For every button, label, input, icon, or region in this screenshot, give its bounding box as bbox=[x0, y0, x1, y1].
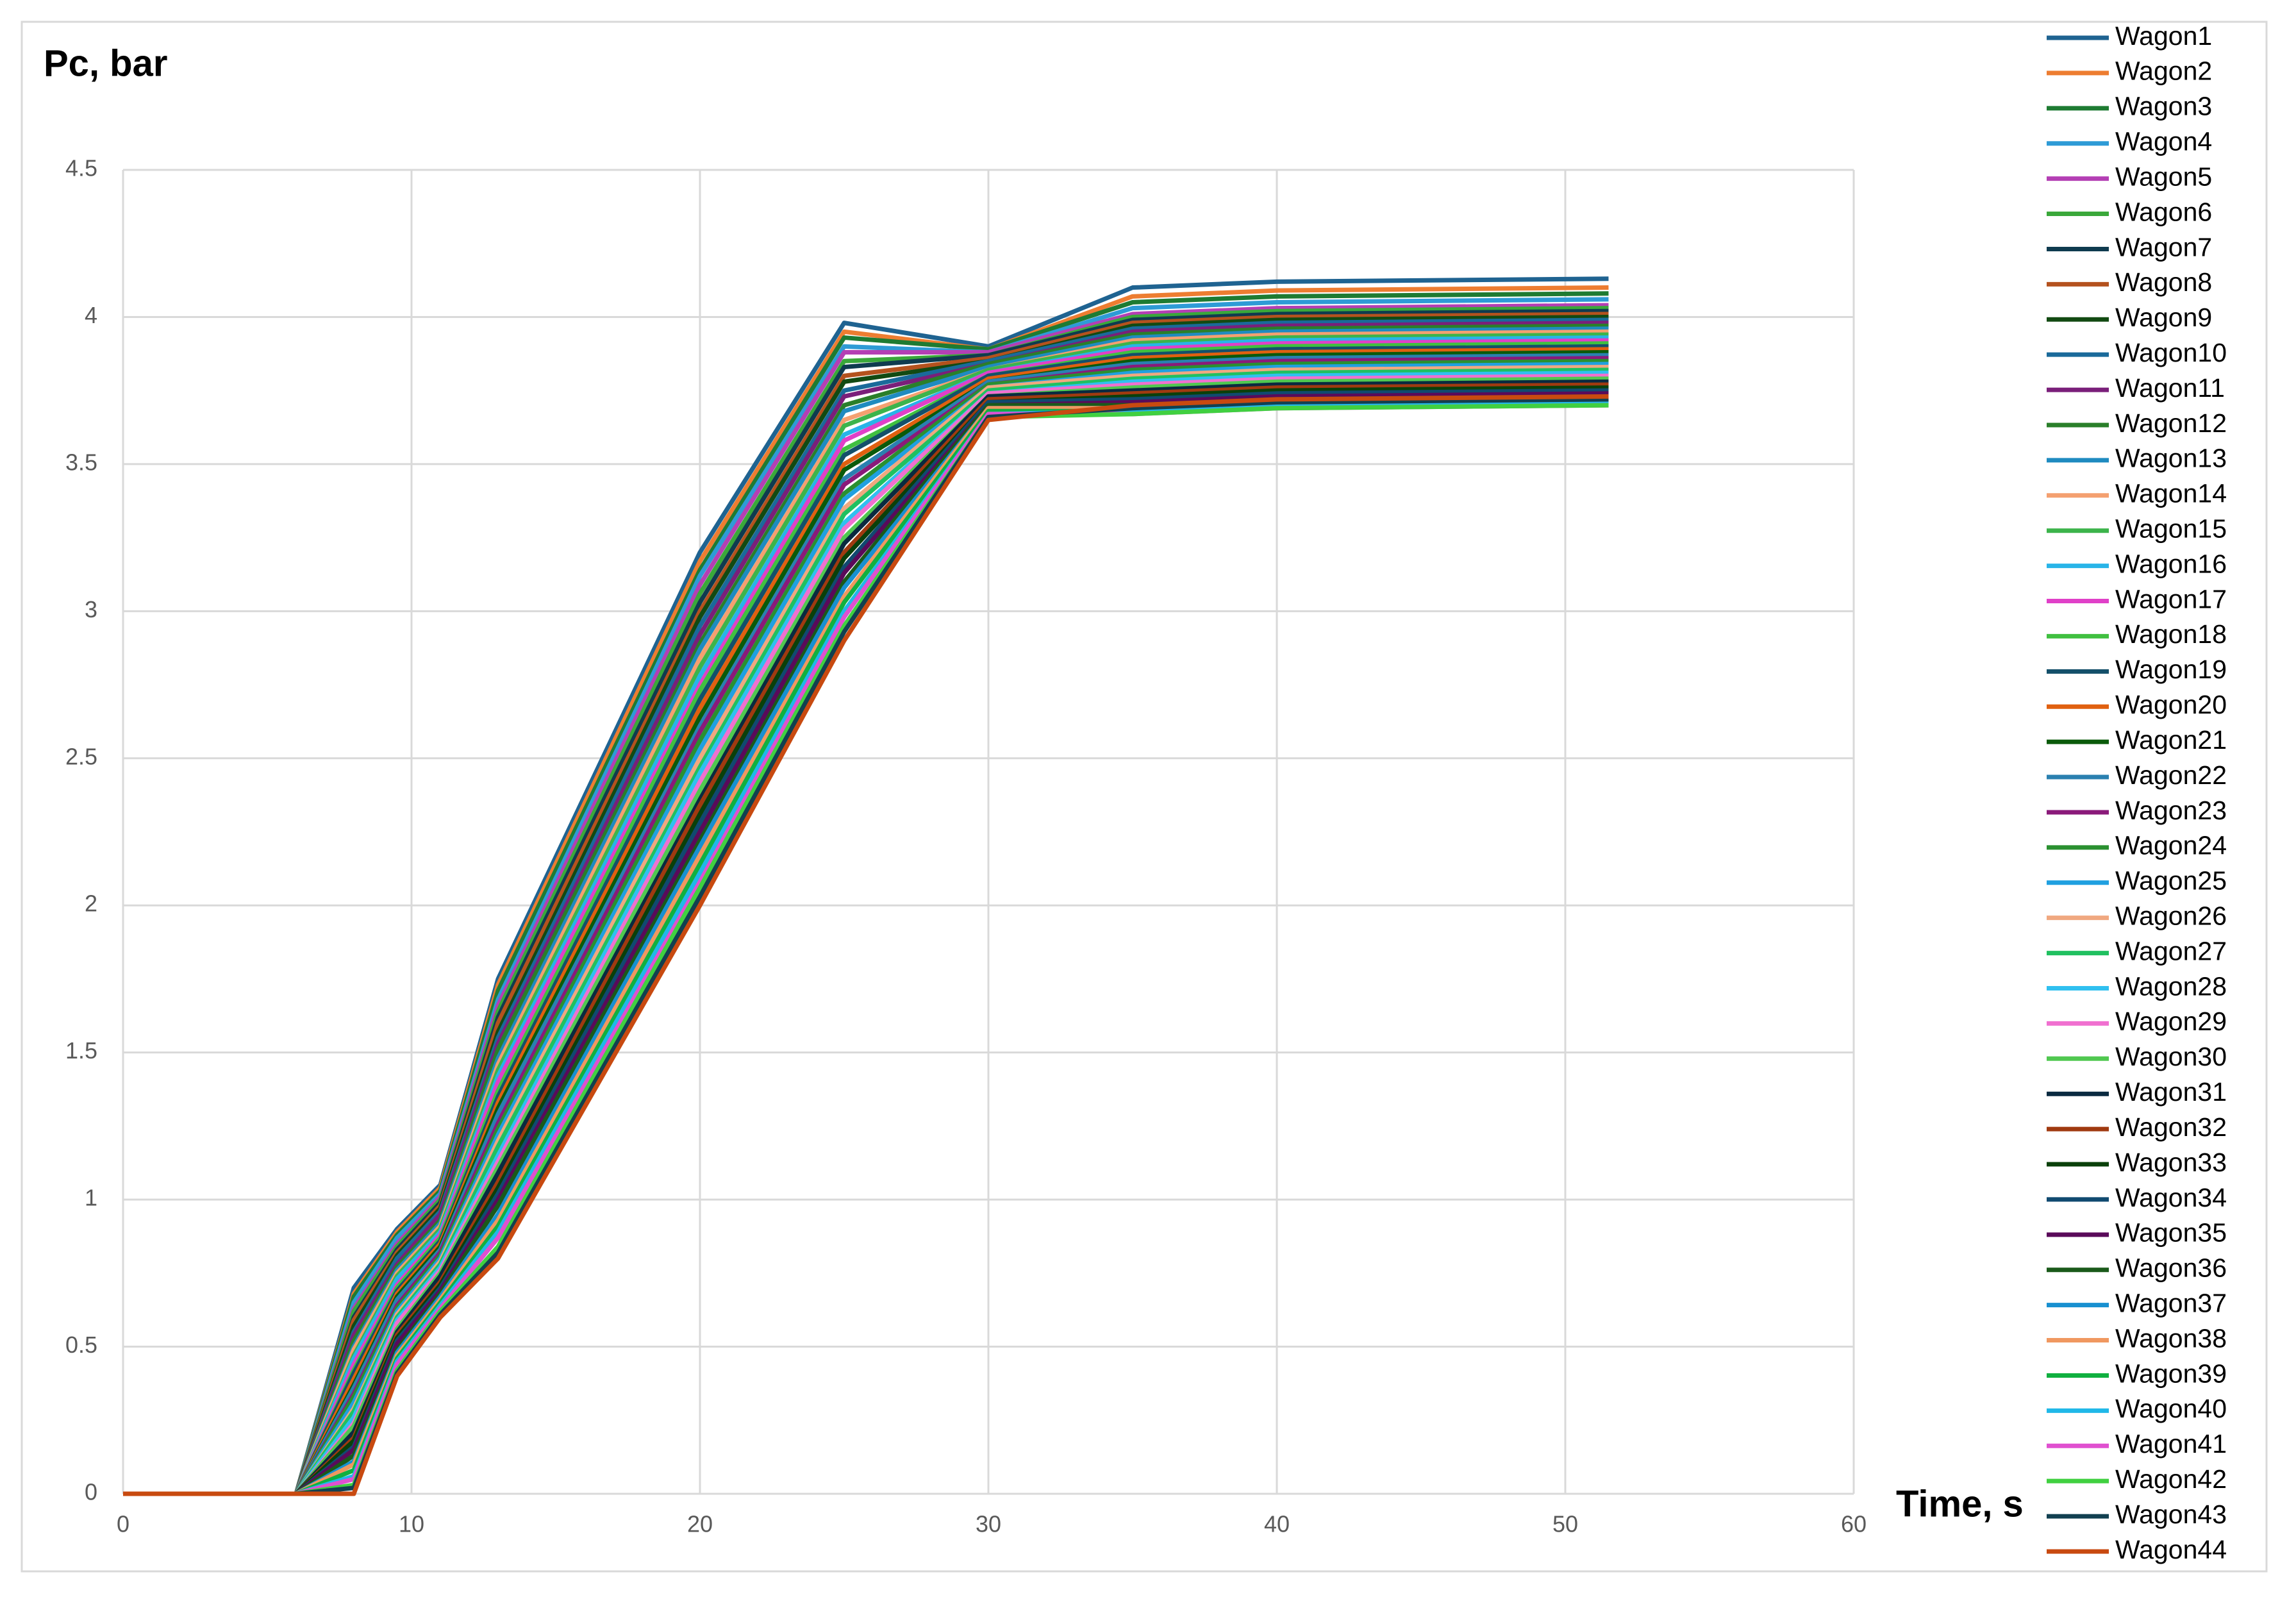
y-tick-label: 3 bbox=[85, 596, 97, 623]
series-line bbox=[123, 358, 1609, 1496]
legend-label: Wagon38 bbox=[2115, 1323, 2227, 1353]
series-line bbox=[123, 347, 1609, 1496]
legend-label: Wagon32 bbox=[2115, 1112, 2227, 1142]
x-tick-label: 10 bbox=[399, 1511, 424, 1537]
legend-label: Wagon3 bbox=[2115, 92, 2212, 121]
legend-label: Wagon22 bbox=[2115, 760, 2227, 790]
legend-label: Wagon28 bbox=[2115, 971, 2227, 1001]
y-tick-label: 0.5 bbox=[65, 1332, 97, 1358]
y-tick-label: 4.5 bbox=[65, 155, 97, 181]
series-line bbox=[123, 353, 1609, 1496]
legend-label: Wagon44 bbox=[2115, 1535, 2227, 1564]
legend-label: Wagon27 bbox=[2115, 936, 2227, 966]
legend-label: Wagon17 bbox=[2115, 584, 2227, 614]
x-tick-label: 40 bbox=[1264, 1511, 1290, 1537]
y-tick-label: 2.5 bbox=[65, 743, 97, 769]
legend-label: Wagon24 bbox=[2115, 831, 2227, 860]
x-tick-label: 20 bbox=[687, 1511, 713, 1537]
series-line bbox=[123, 362, 1609, 1496]
legend-label: Wagon41 bbox=[2115, 1429, 2227, 1459]
legend-label: Wagon13 bbox=[2115, 444, 2227, 473]
legend-label: Wagon8 bbox=[2115, 267, 2212, 297]
series-line bbox=[123, 391, 1609, 1496]
legend-label: Wagon34 bbox=[2115, 1183, 2227, 1212]
legend-label: Wagon6 bbox=[2115, 197, 2212, 226]
legend-label: Wagon40 bbox=[2115, 1394, 2227, 1423]
legend-label: Wagon33 bbox=[2115, 1148, 2227, 1177]
legend-label: Wagon9 bbox=[2115, 303, 2212, 332]
legend-label: Wagon29 bbox=[2115, 1007, 2227, 1036]
legend-label: Wagon11 bbox=[2115, 373, 2225, 403]
legend-label: Wagon20 bbox=[2115, 690, 2227, 719]
legend-label: Wagon43 bbox=[2115, 1500, 2227, 1529]
legend-label: Wagon5 bbox=[2115, 162, 2212, 191]
legend-label: Wagon16 bbox=[2115, 549, 2227, 578]
legend-label: Wagon4 bbox=[2115, 127, 2212, 156]
x-tick-label: 50 bbox=[1552, 1511, 1578, 1537]
legend-label: Wagon30 bbox=[2115, 1042, 2227, 1071]
legend-label: Wagon7 bbox=[2115, 232, 2212, 262]
legend-label: Wagon35 bbox=[2115, 1218, 2227, 1248]
legend-label: Wagon36 bbox=[2115, 1253, 2227, 1283]
legend-label: Wagon37 bbox=[2115, 1288, 2227, 1317]
legend-label: Wagon23 bbox=[2115, 796, 2227, 825]
legend-label: Wagon26 bbox=[2115, 901, 2227, 931]
legend-label: Wagon10 bbox=[2115, 338, 2227, 367]
legend-label: Wagon18 bbox=[2115, 619, 2227, 649]
y-tick-label: 0 bbox=[85, 1479, 97, 1505]
y-tick-label: 3.5 bbox=[65, 449, 97, 475]
legend-label: Wagon14 bbox=[2115, 479, 2227, 508]
legend-label: Wagon31 bbox=[2115, 1077, 2227, 1107]
legend-label: Wagon21 bbox=[2115, 725, 2227, 755]
x-axis-title: Time, s bbox=[1896, 1483, 2024, 1525]
series-line bbox=[123, 397, 1609, 1496]
x-tick-label: 0 bbox=[117, 1511, 129, 1537]
series-line bbox=[123, 403, 1609, 1496]
x-tick-label: 30 bbox=[976, 1511, 1001, 1537]
legend-label: Wagon2 bbox=[2115, 56, 2212, 86]
legend-label: Wagon12 bbox=[2115, 408, 2227, 438]
series-line bbox=[123, 379, 1609, 1496]
legend-label: Wagon1 bbox=[2115, 21, 2212, 51]
series-line bbox=[123, 385, 1609, 1496]
series-line bbox=[123, 394, 1609, 1496]
legend-label: Wagon25 bbox=[2115, 866, 2227, 896]
legend-label: Wagon15 bbox=[2115, 514, 2227, 544]
y-tick-label: 4 bbox=[85, 302, 97, 328]
legend-label: Wagon19 bbox=[2115, 655, 2227, 684]
y-tick-label: 2 bbox=[85, 890, 97, 917]
legend-label: Wagon39 bbox=[2115, 1359, 2227, 1388]
y-axis-title: Pc, bar bbox=[44, 42, 167, 84]
y-tick-label: 1.5 bbox=[65, 1037, 97, 1064]
series-line bbox=[123, 367, 1609, 1496]
series-line bbox=[123, 400, 1609, 1496]
legend-label: Wagon42 bbox=[2115, 1464, 2227, 1494]
series-line bbox=[123, 376, 1609, 1496]
series-line bbox=[123, 371, 1609, 1496]
x-tick-label: 60 bbox=[1841, 1511, 1867, 1537]
y-tick-label: 1 bbox=[85, 1185, 97, 1211]
